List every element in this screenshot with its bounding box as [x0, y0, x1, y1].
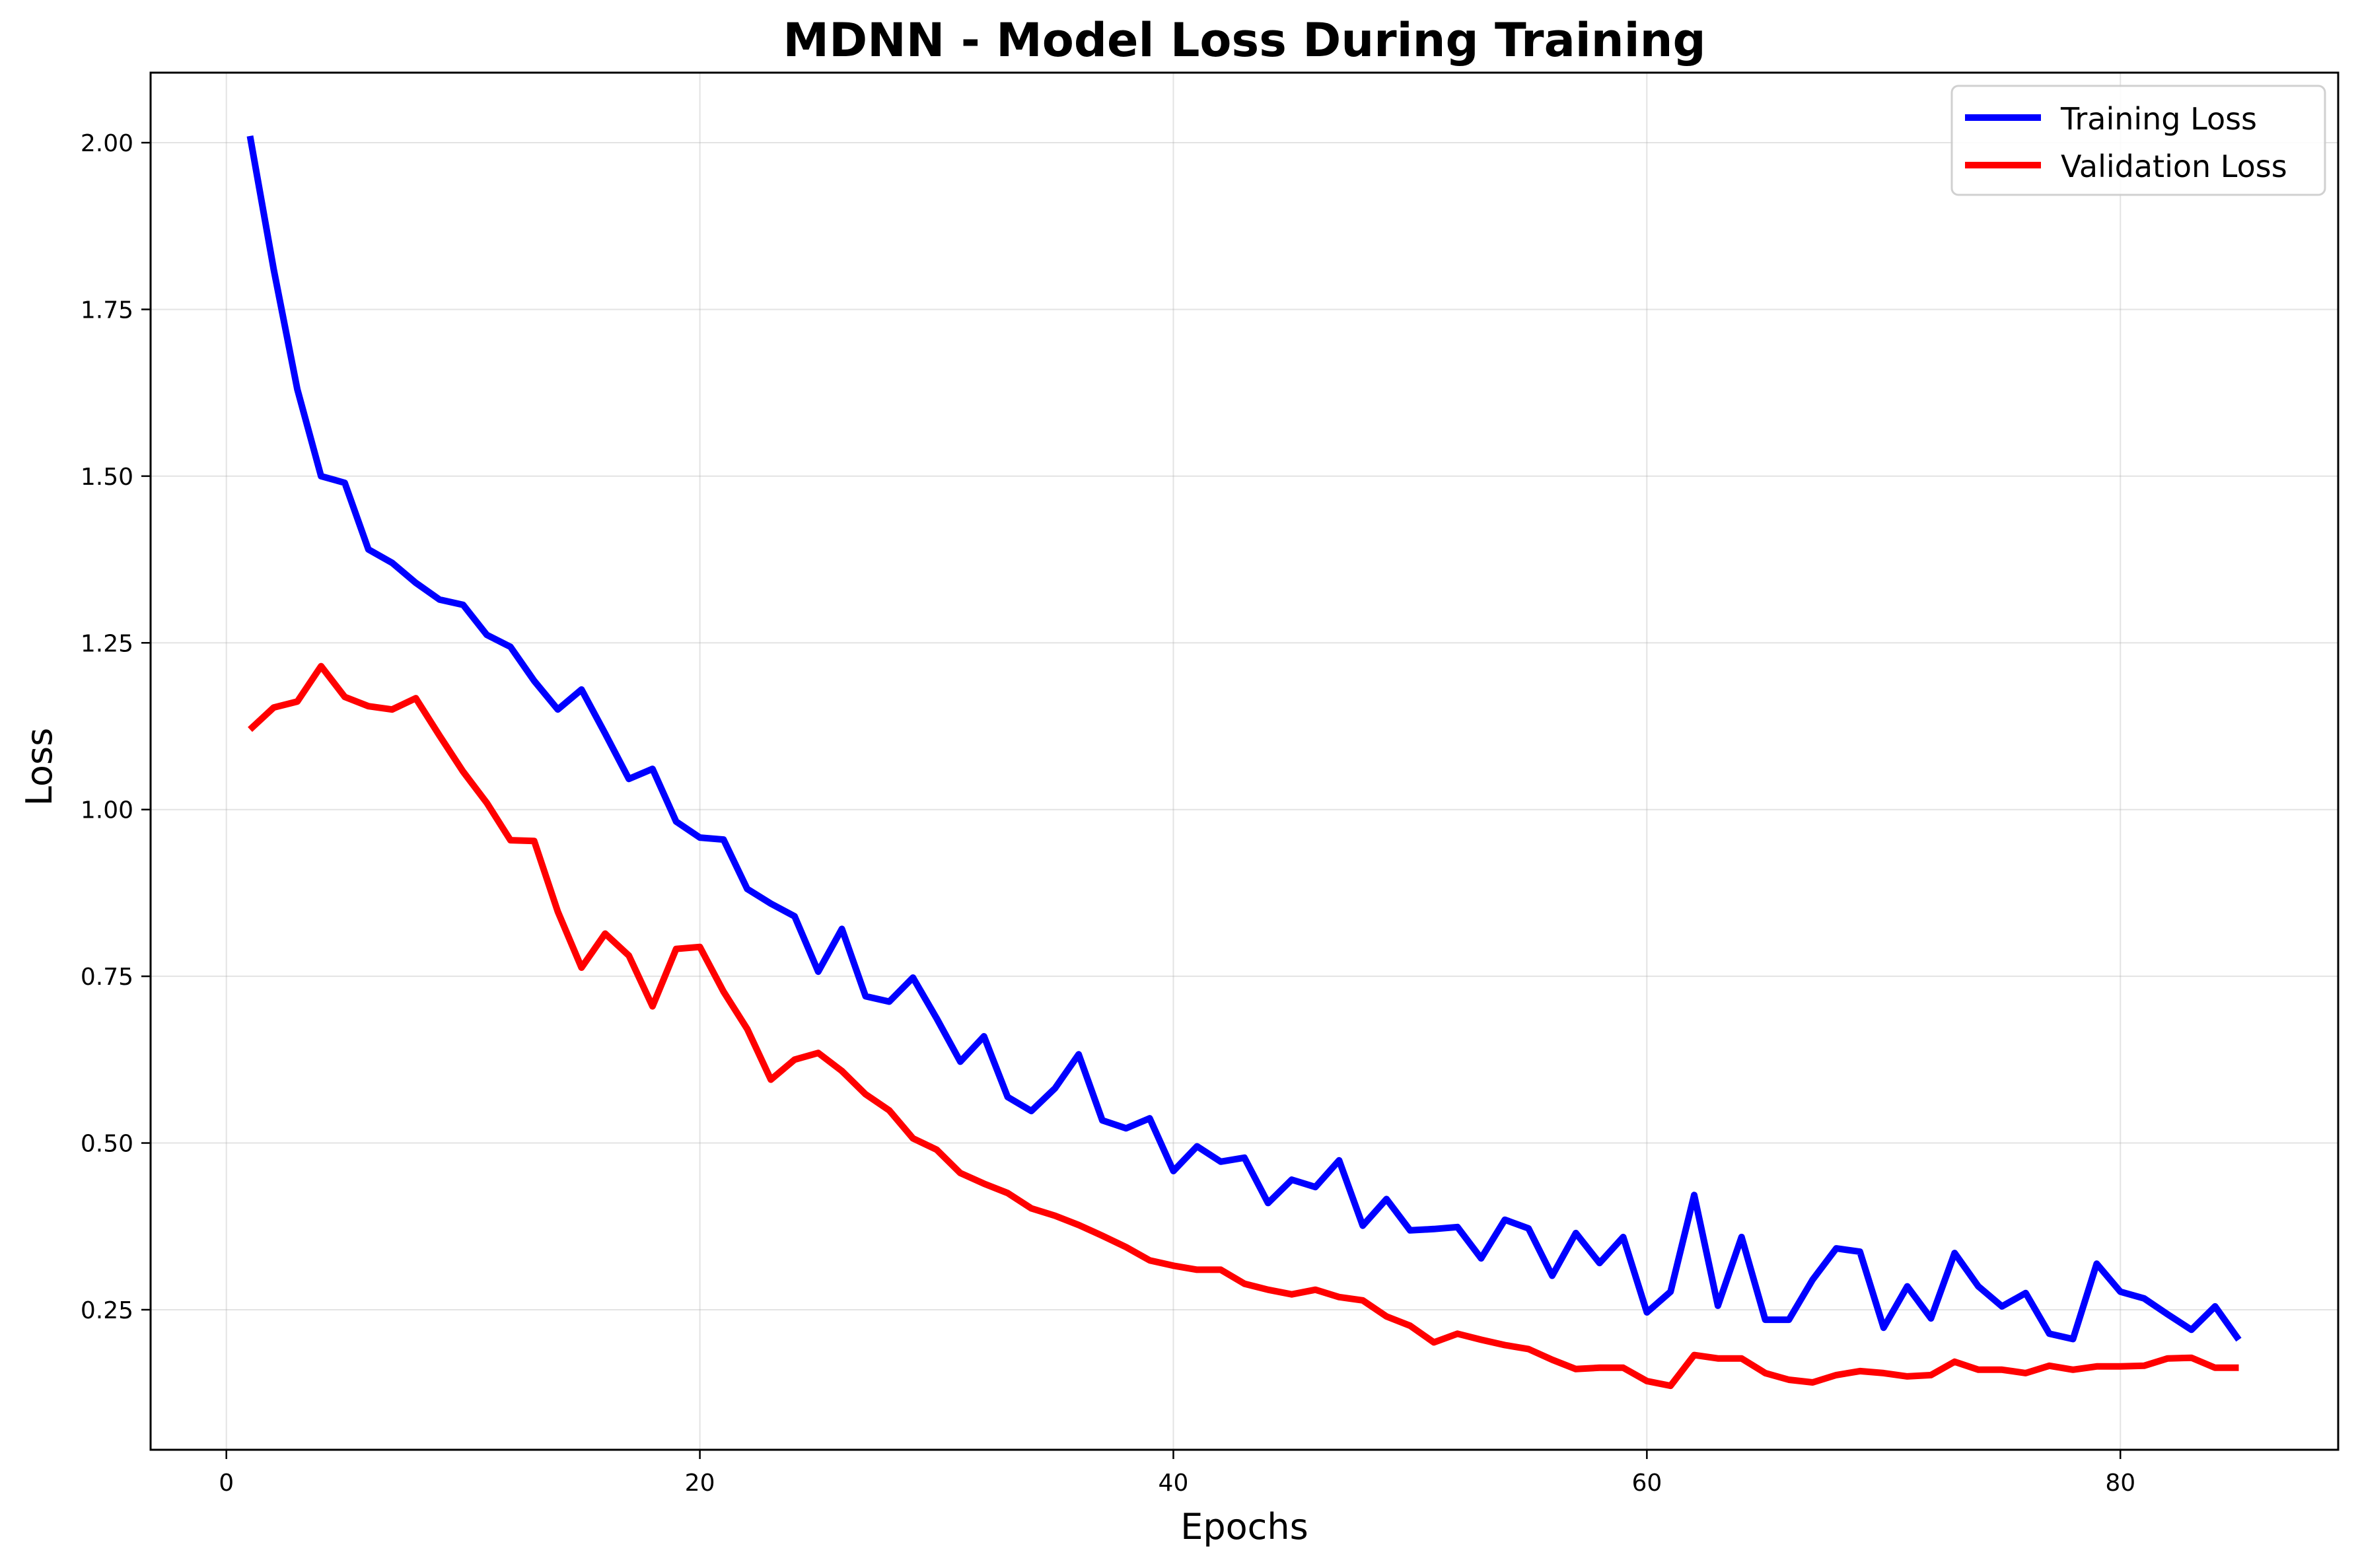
- legend-label-training: Training Loss: [2060, 101, 2257, 137]
- y-tick-label: 1.25: [81, 630, 133, 657]
- x-tick-label: 0: [219, 1470, 234, 1497]
- training-loss-line: [246, 135, 2242, 1343]
- y-tick-label: 0.50: [81, 1131, 133, 1158]
- axis-ticks: 0 20 40 60 80 0.25 0.50 0.75 1.00 1.25 1.50 1.75 2.0…: [81, 130, 2135, 1497]
- x-tick-label: 40: [1159, 1470, 1189, 1497]
- x-tick-label: 20: [685, 1470, 715, 1497]
- y-tick-label: 1.75: [81, 297, 133, 324]
- y-tick-label: 0.75: [81, 964, 133, 991]
- series-lines: [246, 135, 2242, 1390]
- legend-label-validation: Validation Loss: [2061, 149, 2287, 184]
- y-tick-label: 2.00: [81, 130, 133, 157]
- x-axis-label: Epochs: [1180, 1506, 1308, 1548]
- chart-title: MDNN - Model Loss During Training: [783, 13, 1705, 67]
- y-axis-label: Loss: [18, 728, 60, 806]
- legend: Training Loss Validation Loss: [1950, 85, 2326, 196]
- x-tick-label: 60: [1631, 1470, 1662, 1497]
- y-tick-label: 0.25: [81, 1297, 133, 1324]
- y-tick-label: 1.50: [81, 464, 133, 491]
- x-tick-label: 80: [2105, 1470, 2135, 1497]
- plot-frame: [149, 71, 2340, 1451]
- validation-loss-line: [248, 662, 2239, 1390]
- legend-box: [1950, 85, 2326, 196]
- y-tick-label: 1.00: [81, 797, 133, 824]
